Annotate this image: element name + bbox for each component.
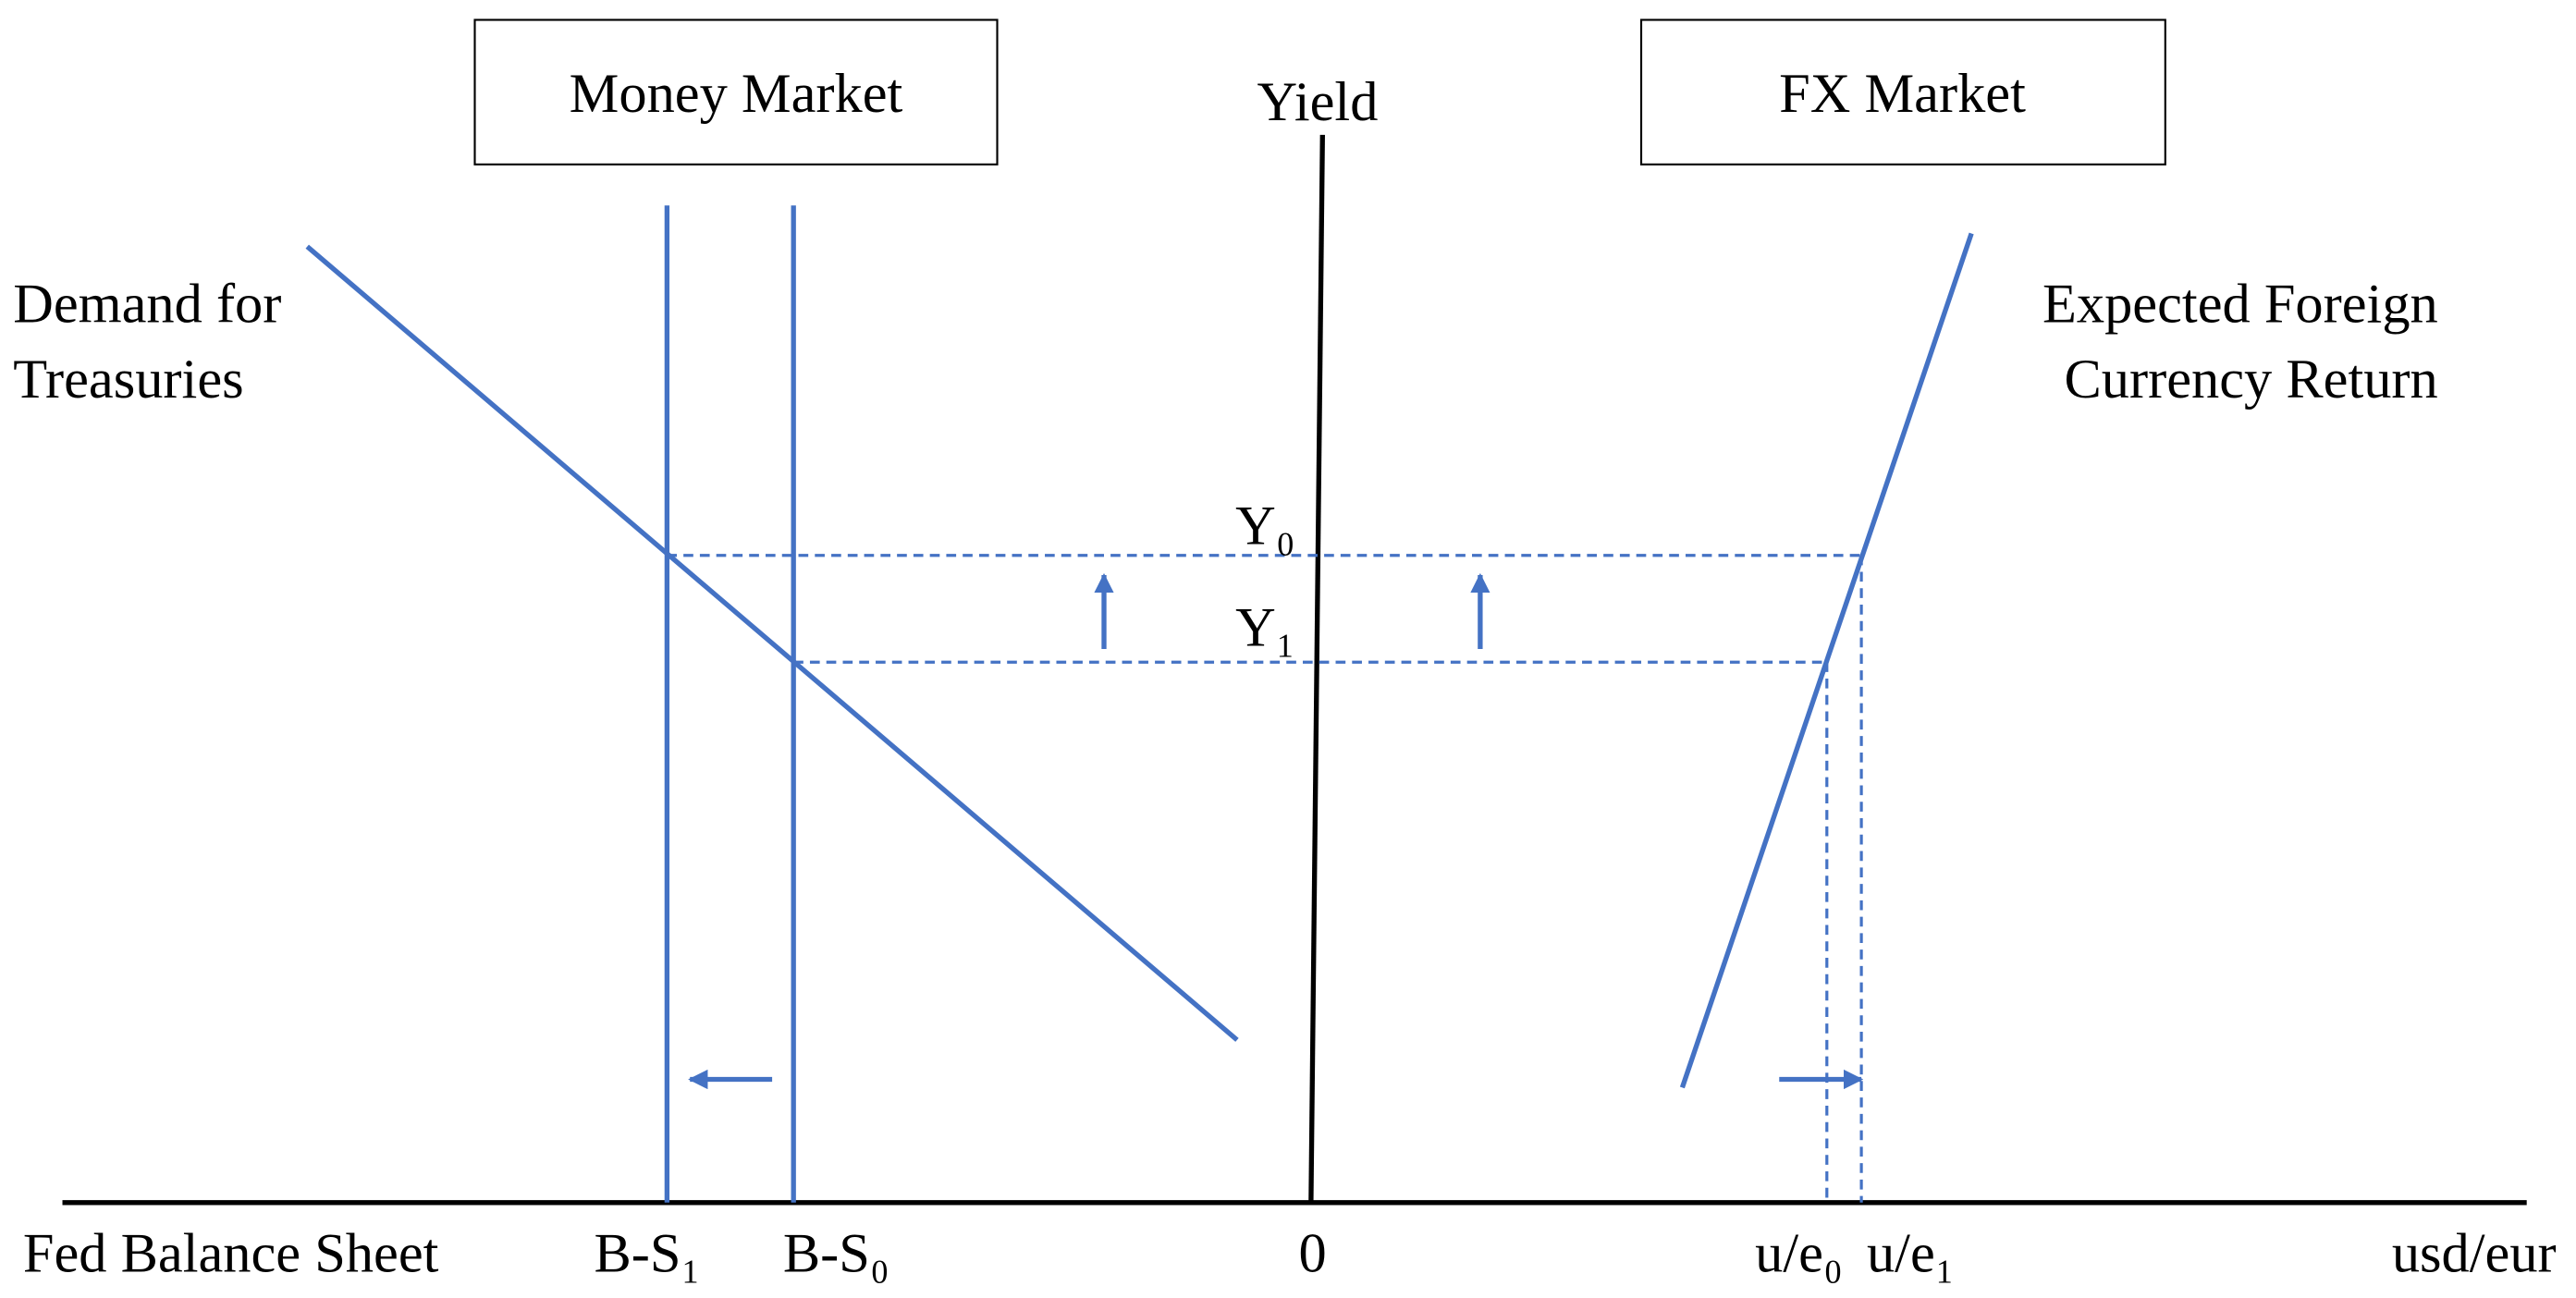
box: [473, 18, 999, 165]
curve-label: Treasuries: [13, 349, 243, 410]
demand-curve: [305, 244, 1239, 1042]
curve-label: Currency Return: [2064, 349, 2437, 410]
level-label: Y₁: [1235, 596, 1295, 658]
axis-label: usd/eur: [2392, 1222, 2557, 1284]
fx-curve: [1679, 232, 1974, 1089]
box-label: FX Market: [1779, 63, 2026, 125]
origin-label: 0: [1299, 1222, 1327, 1284]
curve-label: Demand for: [13, 273, 281, 335]
curve-label: Expected Foreign: [2042, 273, 2438, 335]
box: [1639, 18, 2166, 165]
axis-label: Fed Balance Sheet: [23, 1222, 439, 1284]
y-axis: [1308, 134, 1325, 1203]
marker-label: u/e₀: [1755, 1222, 1843, 1284]
marker-label: B-S₁: [595, 1222, 701, 1284]
box-label: Money Market: [570, 63, 903, 125]
marker-label: u/e₁: [1867, 1222, 1955, 1284]
marker-label: B-S₀: [783, 1222, 889, 1284]
axis-label: Yield: [1257, 71, 1379, 133]
level-label: Y₀: [1235, 495, 1295, 557]
